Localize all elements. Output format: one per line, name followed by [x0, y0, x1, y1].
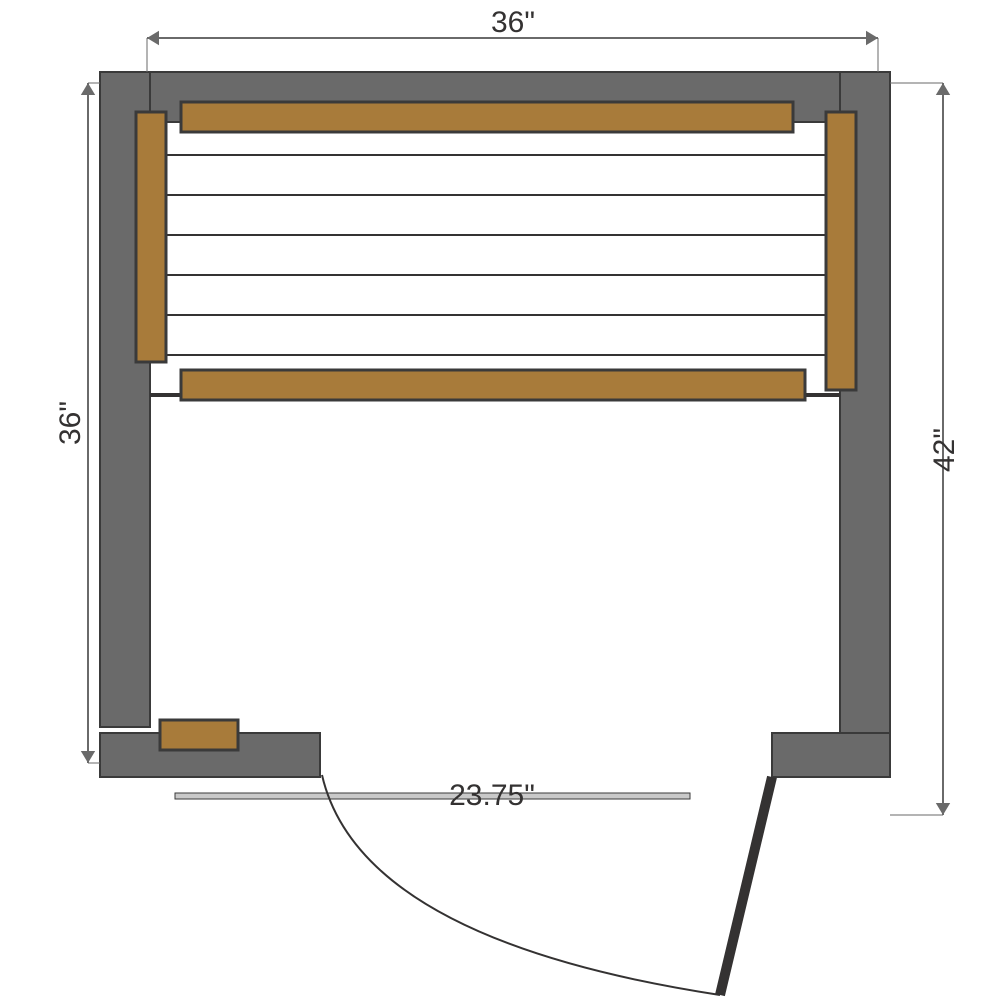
wood-panel-corner: [160, 720, 238, 750]
wood-panel-left: [136, 112, 166, 362]
wood-panel-right: [826, 112, 856, 390]
dim-right-label: 42": [928, 428, 961, 472]
wall-front-right: [772, 733, 890, 777]
dim-top-label: 36": [491, 6, 535, 39]
threshold: [175, 793, 690, 799]
wood-panel-back: [181, 102, 793, 132]
dim-bottom-label: 23.75": [449, 779, 535, 812]
wood-panel-bench_front: [181, 370, 805, 400]
floor-plan-diagram: 36" 36" 42" 23.75": [0, 0, 1000, 1000]
dim-left-label: 36": [54, 401, 87, 445]
